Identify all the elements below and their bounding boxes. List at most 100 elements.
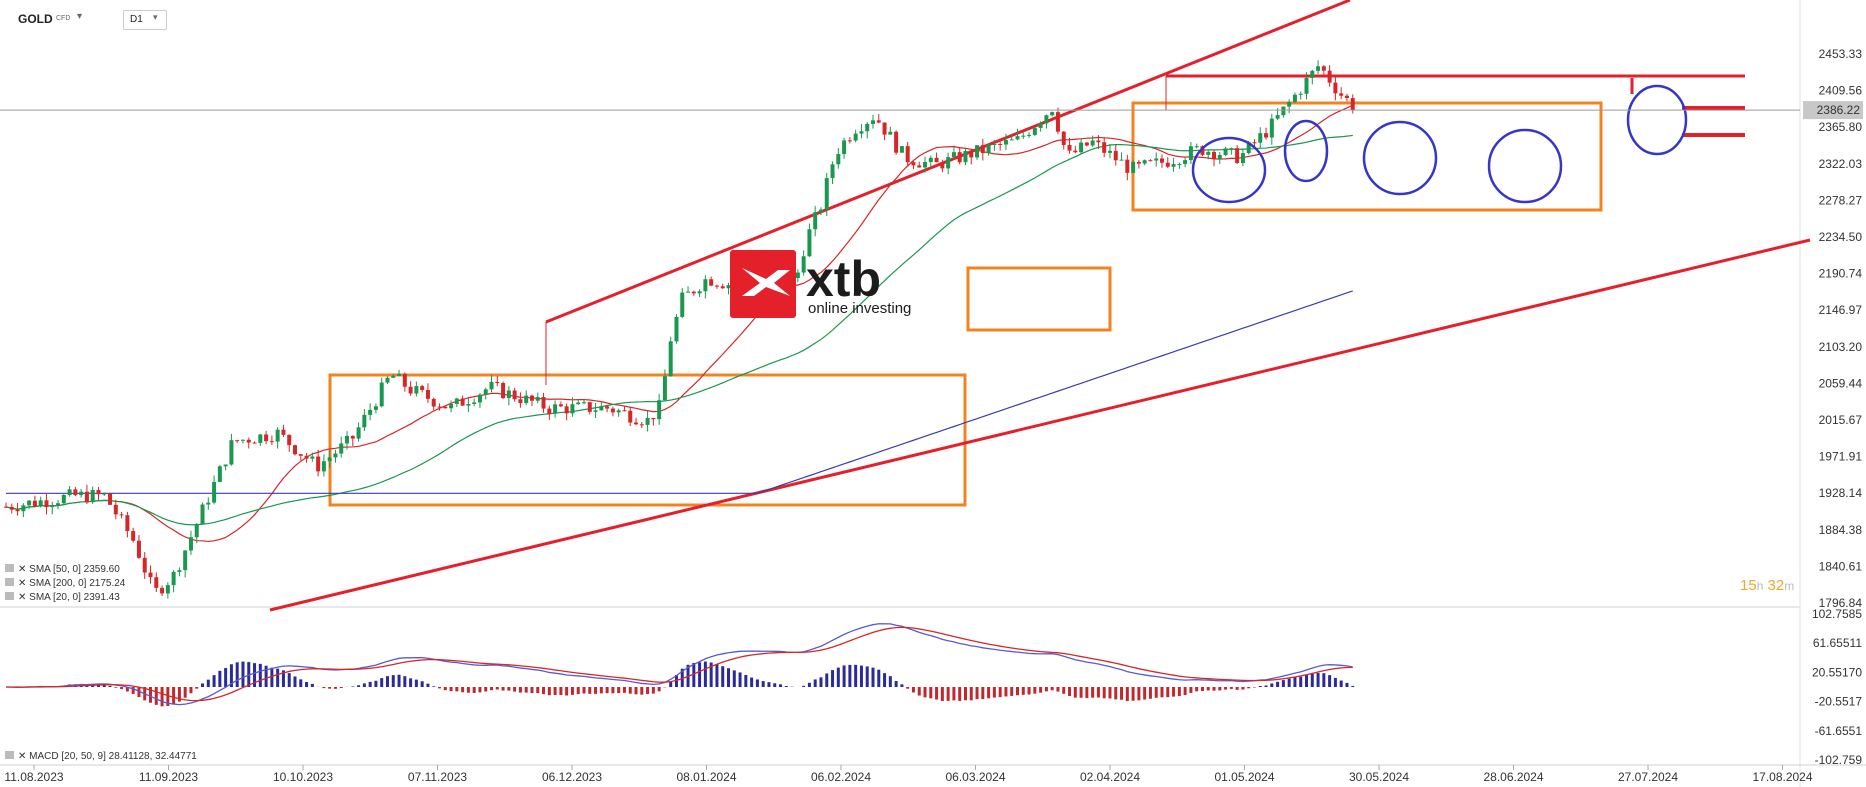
xtb-logo: xtb online investing	[730, 250, 911, 318]
candle-body	[177, 570, 182, 572]
candle-countdown: 15h 32m	[1740, 577, 1795, 594]
candle-body	[905, 146, 910, 163]
candle-body	[108, 493, 113, 505]
candle-body	[466, 404, 471, 406]
sma-200-line	[6, 290, 1353, 494]
candle-body	[15, 509, 20, 512]
date-tick-label: 06.03.2024	[945, 770, 1005, 784]
candle-body	[818, 209, 823, 213]
candle-body	[680, 292, 685, 317]
candle-body	[1269, 118, 1274, 138]
candle-body	[876, 120, 881, 123]
candle-body	[836, 154, 841, 165]
macd-tick-label: -102.759	[1815, 753, 1863, 767]
symbol-dropdown-icon[interactable]: ▾	[77, 11, 83, 22]
candle-body	[113, 504, 118, 515]
candle-body	[871, 120, 875, 124]
sma-lines	[5, 104, 1353, 543]
candle-body	[1333, 82, 1338, 94]
candle-body	[1096, 140, 1101, 143]
candle-body	[1055, 112, 1060, 132]
range-box	[1131, 101, 1603, 212]
candle-body	[1154, 158, 1159, 161]
candle-body	[1194, 146, 1199, 148]
candle-body	[1171, 164, 1176, 167]
symbol-name[interactable]: GOLD	[18, 12, 53, 26]
macd-tick-label: 20.55170	[1812, 665, 1862, 679]
price-tick-label: 2234.50	[1819, 230, 1863, 244]
candle-body	[1160, 158, 1164, 163]
candle-body	[645, 417, 650, 425]
trend-lines	[269, 0, 1811, 612]
candle-body	[506, 390, 511, 399]
candle-body	[599, 406, 604, 411]
candle-body	[553, 404, 558, 414]
price-tick-label: 2146.97	[1819, 303, 1863, 317]
candle-body	[830, 164, 835, 179]
candle-body	[1044, 115, 1049, 124]
candle-body	[183, 550, 188, 571]
highlight-circle	[1362, 120, 1438, 196]
candle-body	[50, 505, 55, 508]
range-box	[328, 373, 967, 507]
macd-tick-label: -61.6551	[1815, 724, 1863, 738]
candle-body	[1339, 93, 1344, 96]
candle-body	[304, 455, 309, 459]
candle-body	[541, 397, 546, 409]
candle-body	[1038, 123, 1043, 128]
candle-body	[293, 445, 297, 455]
candle-body	[911, 162, 916, 166]
candle-body	[275, 429, 280, 442]
candle-body	[200, 504, 205, 524]
candle-body	[865, 123, 870, 132]
candle-body	[264, 434, 269, 442]
date-tick-label: 27.07.2024	[1618, 770, 1678, 784]
candle-body	[1200, 146, 1205, 155]
timeframe-select[interactable]: D1 ▾	[123, 10, 167, 30]
candle-body	[934, 157, 939, 163]
price-tick-label: 2409.56	[1819, 84, 1863, 98]
candle-body	[102, 493, 107, 495]
price-tick-label: 2103.20	[1819, 340, 1863, 354]
price-tick-label: 1971.91	[1819, 450, 1863, 464]
lower-trend-line	[269, 238, 1811, 612]
candle-body	[1125, 159, 1130, 173]
current-price-badge	[1803, 101, 1863, 120]
candle-body	[529, 395, 534, 401]
candle-body	[483, 389, 488, 395]
macd-legend-entry: ✕ MACD [20, 50, 9] 28.41128, 32.44771	[18, 751, 197, 762]
candle-body	[235, 440, 240, 442]
candle-body	[61, 495, 66, 504]
candle-body	[373, 406, 378, 410]
date-tick-label: 28.06.2024	[1483, 770, 1543, 784]
candle-body	[1073, 150, 1078, 153]
candle-body	[859, 131, 864, 134]
candle-body	[605, 406, 610, 409]
price-tick-label: 1840.61	[1819, 559, 1863, 573]
candle-body	[368, 409, 373, 415]
legend-entry: ✕ SMA [200, 0] 2175.24	[18, 578, 126, 589]
candle-body	[345, 435, 350, 444]
date-tick-label: 08.01.2024	[676, 770, 736, 784]
legend-toggle-icon	[5, 751, 14, 759]
candle-body	[807, 229, 812, 257]
candle-body	[408, 386, 413, 394]
candle-body	[998, 143, 1003, 145]
candle-body	[524, 395, 529, 404]
candle-body	[894, 131, 899, 153]
candle-body	[1223, 148, 1228, 156]
candle-body	[882, 122, 887, 135]
candle-body	[940, 162, 945, 169]
candle-body	[709, 279, 714, 286]
candle-body	[472, 402, 477, 405]
candle-body	[686, 291, 691, 293]
candle-body	[402, 373, 407, 387]
candle-body	[593, 410, 598, 412]
candle-body	[449, 403, 454, 409]
date-tick-label: 11.09.2023	[139, 770, 198, 784]
candle-body	[917, 165, 922, 168]
candle-body	[350, 435, 355, 439]
candle-body	[1113, 150, 1118, 161]
